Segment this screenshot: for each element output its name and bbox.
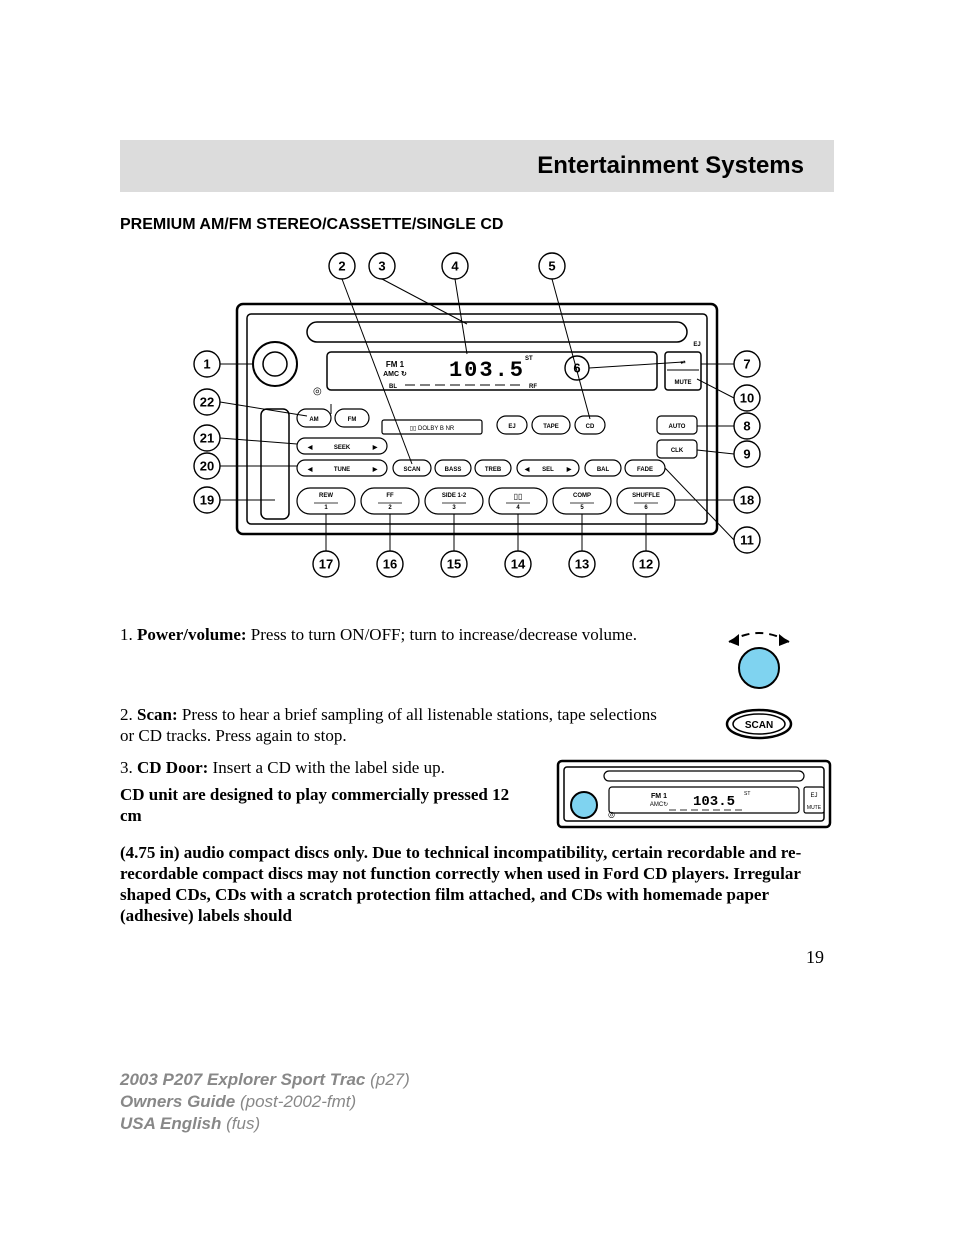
- footer: 2003 P207 Explorer Sport Trac (p27) Owne…: [120, 1069, 410, 1135]
- svg-text:21: 21: [200, 431, 214, 446]
- svg-text:5: 5: [548, 259, 555, 274]
- section-title: PREMIUM AM/FM STEREO/CASSETTE/SINGLE CD: [120, 216, 834, 234]
- svg-text:18: 18: [740, 493, 754, 508]
- svg-text:1: 1: [203, 357, 210, 372]
- svg-text:▯▯: ▯▯: [514, 492, 523, 501]
- svg-text:CLK: CLK: [671, 448, 684, 454]
- svg-text:7: 7: [743, 357, 750, 372]
- svg-text:TUNE: TUNE: [334, 467, 350, 473]
- svg-text:AMC ↻: AMC ↻: [383, 371, 407, 378]
- item-3-text: 3. CD Door: Insert a CD with the label s…: [120, 757, 534, 778]
- svg-text:COMP: COMP: [573, 493, 591, 499]
- svg-text:14: 14: [511, 557, 526, 572]
- svg-text:ST: ST: [744, 791, 750, 797]
- scan-button-icon: SCAN: [684, 704, 834, 744]
- svg-text:2: 2: [338, 259, 345, 274]
- cd-note-continued: (4.75 in) audio compact discs only. Due …: [120, 842, 834, 927]
- svg-text:15: 15: [447, 557, 461, 572]
- svg-text:10: 10: [740, 391, 754, 406]
- svg-text:EJ: EJ: [508, 424, 515, 430]
- callouts-left: 1 22 21 20 19: [194, 351, 307, 513]
- header-title: Entertainment Systems: [537, 152, 804, 180]
- svg-text:FM: FM: [348, 417, 357, 423]
- svg-text:RF: RF: [529, 384, 537, 390]
- svg-text:MUTE: MUTE: [675, 380, 692, 386]
- svg-text:19: 19: [200, 493, 214, 508]
- svg-text:◎: ◎: [313, 386, 322, 397]
- svg-text:20: 20: [200, 459, 214, 474]
- svg-text:EJ: EJ: [810, 793, 817, 799]
- svg-text:SCAN: SCAN: [403, 467, 420, 473]
- svg-text:FM 1: FM 1: [651, 793, 667, 800]
- svg-text:▶: ▶: [372, 444, 378, 451]
- svg-text:22: 22: [200, 395, 214, 410]
- svg-text:▶: ▶: [372, 466, 378, 473]
- svg-text:CD: CD: [586, 424, 595, 430]
- svg-text:16: 16: [383, 557, 397, 572]
- svg-text:3: 3: [378, 259, 385, 274]
- svg-text:SEL: SEL: [542, 467, 554, 473]
- svg-text:▶: ▶: [566, 466, 572, 473]
- volume-knob-icon: [684, 624, 834, 694]
- radio-diagram: EJ FM 1 AMC ↻ 103.5 ST BL RF ◎ 6 ⇌ MUTE …: [167, 244, 787, 604]
- item-2-text: 2. Scan: Press to hear a brief sampling …: [120, 704, 664, 747]
- svg-text:AM: AM: [309, 417, 318, 423]
- svg-text:12: 12: [639, 557, 653, 572]
- item-1-text: 1. Power/volume: Press to turn ON/OFF; t…: [120, 624, 664, 645]
- svg-text:SHUFFLE: SHUFFLE: [632, 493, 660, 499]
- svg-text:9: 9: [743, 447, 750, 462]
- eject-top-label: EJ: [693, 342, 700, 348]
- svg-text:103.5: 103.5: [449, 358, 525, 383]
- svg-text:◀: ◀: [524, 466, 530, 473]
- svg-text:TREB: TREB: [485, 467, 502, 473]
- page-number: 19: [120, 947, 834, 968]
- svg-text:MUTE: MUTE: [807, 805, 822, 811]
- svg-text:FM 1: FM 1: [386, 360, 405, 369]
- header-bar: Entertainment Systems: [120, 140, 834, 192]
- cd-note-start: CD unit are designed to play commerciall…: [120, 784, 534, 827]
- cd-slot-icon: FM 1 AMC↻ 103.5 ST EJ MUTE ◎: [554, 757, 834, 832]
- svg-text:AMC↻: AMC↻: [650, 801, 668, 808]
- svg-text:11: 11: [740, 533, 754, 548]
- svg-text:AUTO: AUTO: [669, 424, 686, 430]
- svg-text:103.5: 103.5: [693, 794, 735, 810]
- svg-text:▯▯ DOLBY B NR: ▯▯ DOLBY B NR: [410, 426, 455, 432]
- svg-text:17: 17: [319, 557, 333, 572]
- svg-text:REW: REW: [319, 493, 333, 499]
- svg-text:◀: ◀: [307, 466, 313, 473]
- svg-text:BASS: BASS: [445, 467, 462, 473]
- svg-text:BL: BL: [389, 384, 397, 390]
- svg-text:SCAN: SCAN: [745, 720, 773, 731]
- svg-text:FADE: FADE: [637, 467, 653, 473]
- svg-text:4: 4: [451, 259, 459, 274]
- svg-text:◎: ◎: [608, 810, 615, 819]
- svg-text:TAPE: TAPE: [543, 424, 559, 430]
- svg-text:ST: ST: [525, 356, 533, 362]
- svg-text:SIDE 1-2: SIDE 1-2: [442, 493, 467, 499]
- preset-row: REW FF SIDE 1-2 ▯▯ COMP SHUFFLE 1 2 3 4 …: [297, 488, 675, 514]
- svg-text:◀: ◀: [307, 444, 313, 451]
- svg-text:13: 13: [575, 557, 589, 572]
- svg-text:8: 8: [743, 419, 750, 434]
- svg-text:SEEK: SEEK: [334, 445, 351, 451]
- svg-text:BAL: BAL: [597, 467, 610, 473]
- svg-text:FF: FF: [386, 493, 394, 499]
- power-knob-icon: [253, 342, 297, 386]
